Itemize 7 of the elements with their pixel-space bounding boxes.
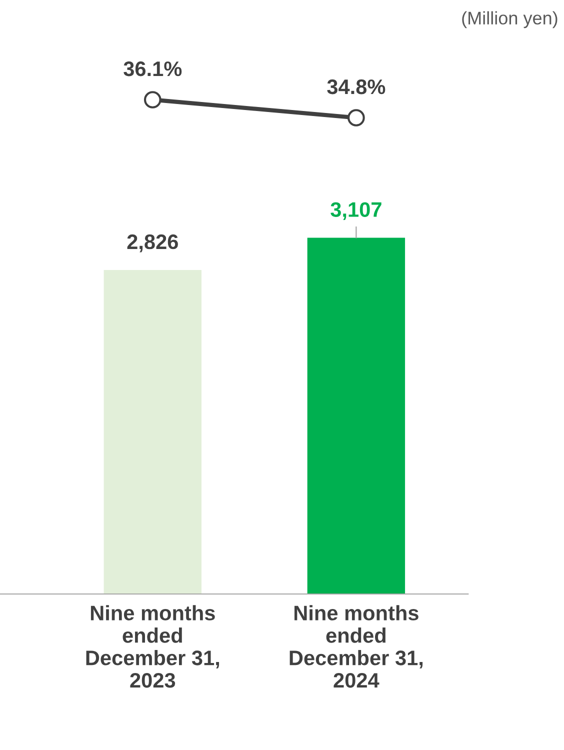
data-label: 36.1% bbox=[124, 61, 182, 76]
text: (Million yen) bbox=[462, 11, 558, 28]
data-label: 34.8% bbox=[327, 79, 386, 94]
data-label: 3,107 bbox=[330, 202, 382, 220]
data-label: 2,826 bbox=[127, 234, 178, 252]
x-tick-label: Nine months ended December 31, 2023 bbox=[86, 605, 220, 688]
x-tick-label: Nine months ended December 31, 2024 bbox=[290, 605, 423, 688]
